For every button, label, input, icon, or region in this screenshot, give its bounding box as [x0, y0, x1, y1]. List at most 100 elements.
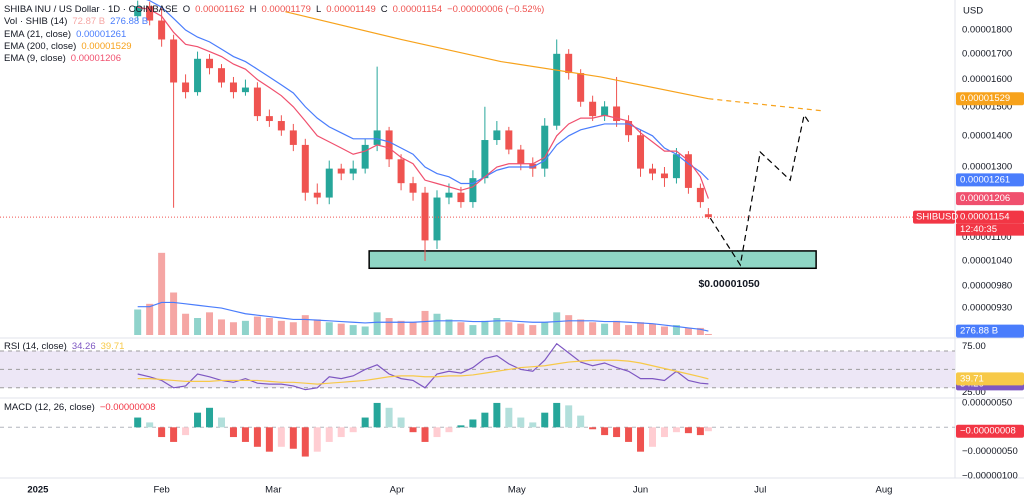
bar — [672, 325, 680, 335]
x-tick-label: Aug — [876, 485, 893, 496]
legend-text: 72.87 B — [72, 16, 106, 27]
bar — [625, 427, 633, 442]
bar — [469, 325, 477, 335]
bar — [469, 419, 477, 428]
bar — [457, 425, 465, 428]
candle-body — [385, 130, 393, 160]
price-badge-label: 0.00001206 — [960, 193, 1010, 204]
candle-body — [301, 144, 309, 193]
ema-line — [146, 0, 709, 185]
bar — [373, 312, 381, 335]
bar — [325, 427, 333, 442]
bar — [134, 309, 142, 335]
legend-text: L — [315, 4, 322, 15]
bar — [313, 319, 321, 335]
bar — [170, 427, 178, 442]
bar — [481, 412, 489, 428]
legend-row: RSI (14, close) 34.26 39.71 — [4, 341, 129, 353]
legend-text: Vol · SHIB (14) — [4, 16, 68, 27]
candle-body — [553, 53, 561, 126]
x-tick-label: Jul — [754, 485, 766, 496]
candle-body — [529, 163, 537, 169]
candle-body — [253, 87, 261, 117]
candle-body — [134, 6, 142, 17]
price-badge-label: 0.00001154 — [960, 212, 1010, 223]
y-tick-label: 25.00 — [962, 387, 986, 398]
bar — [265, 427, 273, 452]
candle-body — [541, 125, 549, 169]
y-tick-label: 0.00000050 — [962, 397, 1012, 408]
x-tick-label: Mar — [265, 485, 281, 496]
legend-text: RSI (14, close) — [4, 341, 67, 352]
candle-body — [589, 101, 597, 117]
candle-body — [433, 197, 441, 241]
bar — [265, 318, 273, 335]
bar — [648, 323, 656, 335]
bar — [241, 427, 249, 442]
candle-body — [206, 58, 214, 69]
bar — [445, 319, 453, 335]
bar — [277, 320, 285, 335]
bar — [182, 313, 190, 335]
bar — [696, 427, 704, 436]
bar — [625, 325, 633, 335]
bar — [158, 252, 166, 335]
zone-label: $0.00001050 — [698, 278, 759, 290]
legend-text: 0.00001154 — [392, 4, 443, 15]
value-badge — [956, 424, 1024, 438]
bar — [206, 312, 214, 335]
ema-extension — [708, 98, 825, 112]
y-tick-label: 0.00001500 — [962, 101, 1012, 112]
bar — [704, 333, 712, 335]
value-badge-label: 39.71 — [960, 373, 984, 384]
bar — [565, 405, 573, 428]
y-tick-label: 0.00000980 — [962, 280, 1012, 291]
candle-body — [361, 144, 369, 169]
legend-text: MACD (12, 26, close) — [4, 402, 95, 413]
countdown-badge — [956, 223, 1024, 236]
bar — [613, 320, 621, 335]
bar — [517, 417, 525, 428]
candle-body — [637, 135, 645, 169]
bar — [134, 417, 142, 428]
candle-body — [601, 106, 609, 117]
bar — [253, 427, 261, 447]
bar — [229, 322, 237, 335]
bar — [601, 323, 609, 335]
bar — [337, 427, 345, 438]
bar — [385, 407, 393, 428]
bar — [493, 318, 501, 335]
bar — [349, 427, 357, 433]
x-tick-label: May — [508, 485, 526, 496]
bar — [577, 415, 585, 428]
y-tick-label: 0.00001800 — [962, 25, 1012, 36]
legend-text: H — [249, 4, 257, 15]
bar — [241, 320, 249, 335]
bar — [397, 417, 405, 428]
bar — [505, 407, 513, 428]
bar — [361, 326, 369, 335]
bar — [589, 427, 597, 430]
y-tick-label: 0.00000930 — [962, 303, 1012, 314]
ema-line — [137, 6, 709, 199]
y-tick-label: 0.00001300 — [962, 162, 1012, 173]
symbol-label: SHIBUSD — [916, 212, 958, 223]
bar — [337, 323, 345, 335]
bar — [146, 303, 154, 335]
candle-body — [182, 82, 190, 93]
legend-text: −0.00000006 (−0.52%) — [447, 4, 545, 15]
bar — [170, 292, 178, 335]
bar — [672, 427, 680, 433]
x-tick-label: Feb — [153, 485, 169, 496]
x-tick-label: Apr — [390, 485, 405, 496]
legend-text: SHIBA INU / US Dollar · 1D · COINBASE — [4, 4, 178, 15]
price-badge — [956, 192, 1024, 206]
bar — [194, 412, 202, 428]
value-badge — [956, 324, 1024, 338]
price-badge — [956, 92, 1024, 106]
countdown-label: 12:40:35 — [960, 224, 997, 235]
bar — [660, 427, 668, 438]
bar — [637, 322, 645, 335]
legend-text: 0.00001261 — [76, 29, 127, 40]
